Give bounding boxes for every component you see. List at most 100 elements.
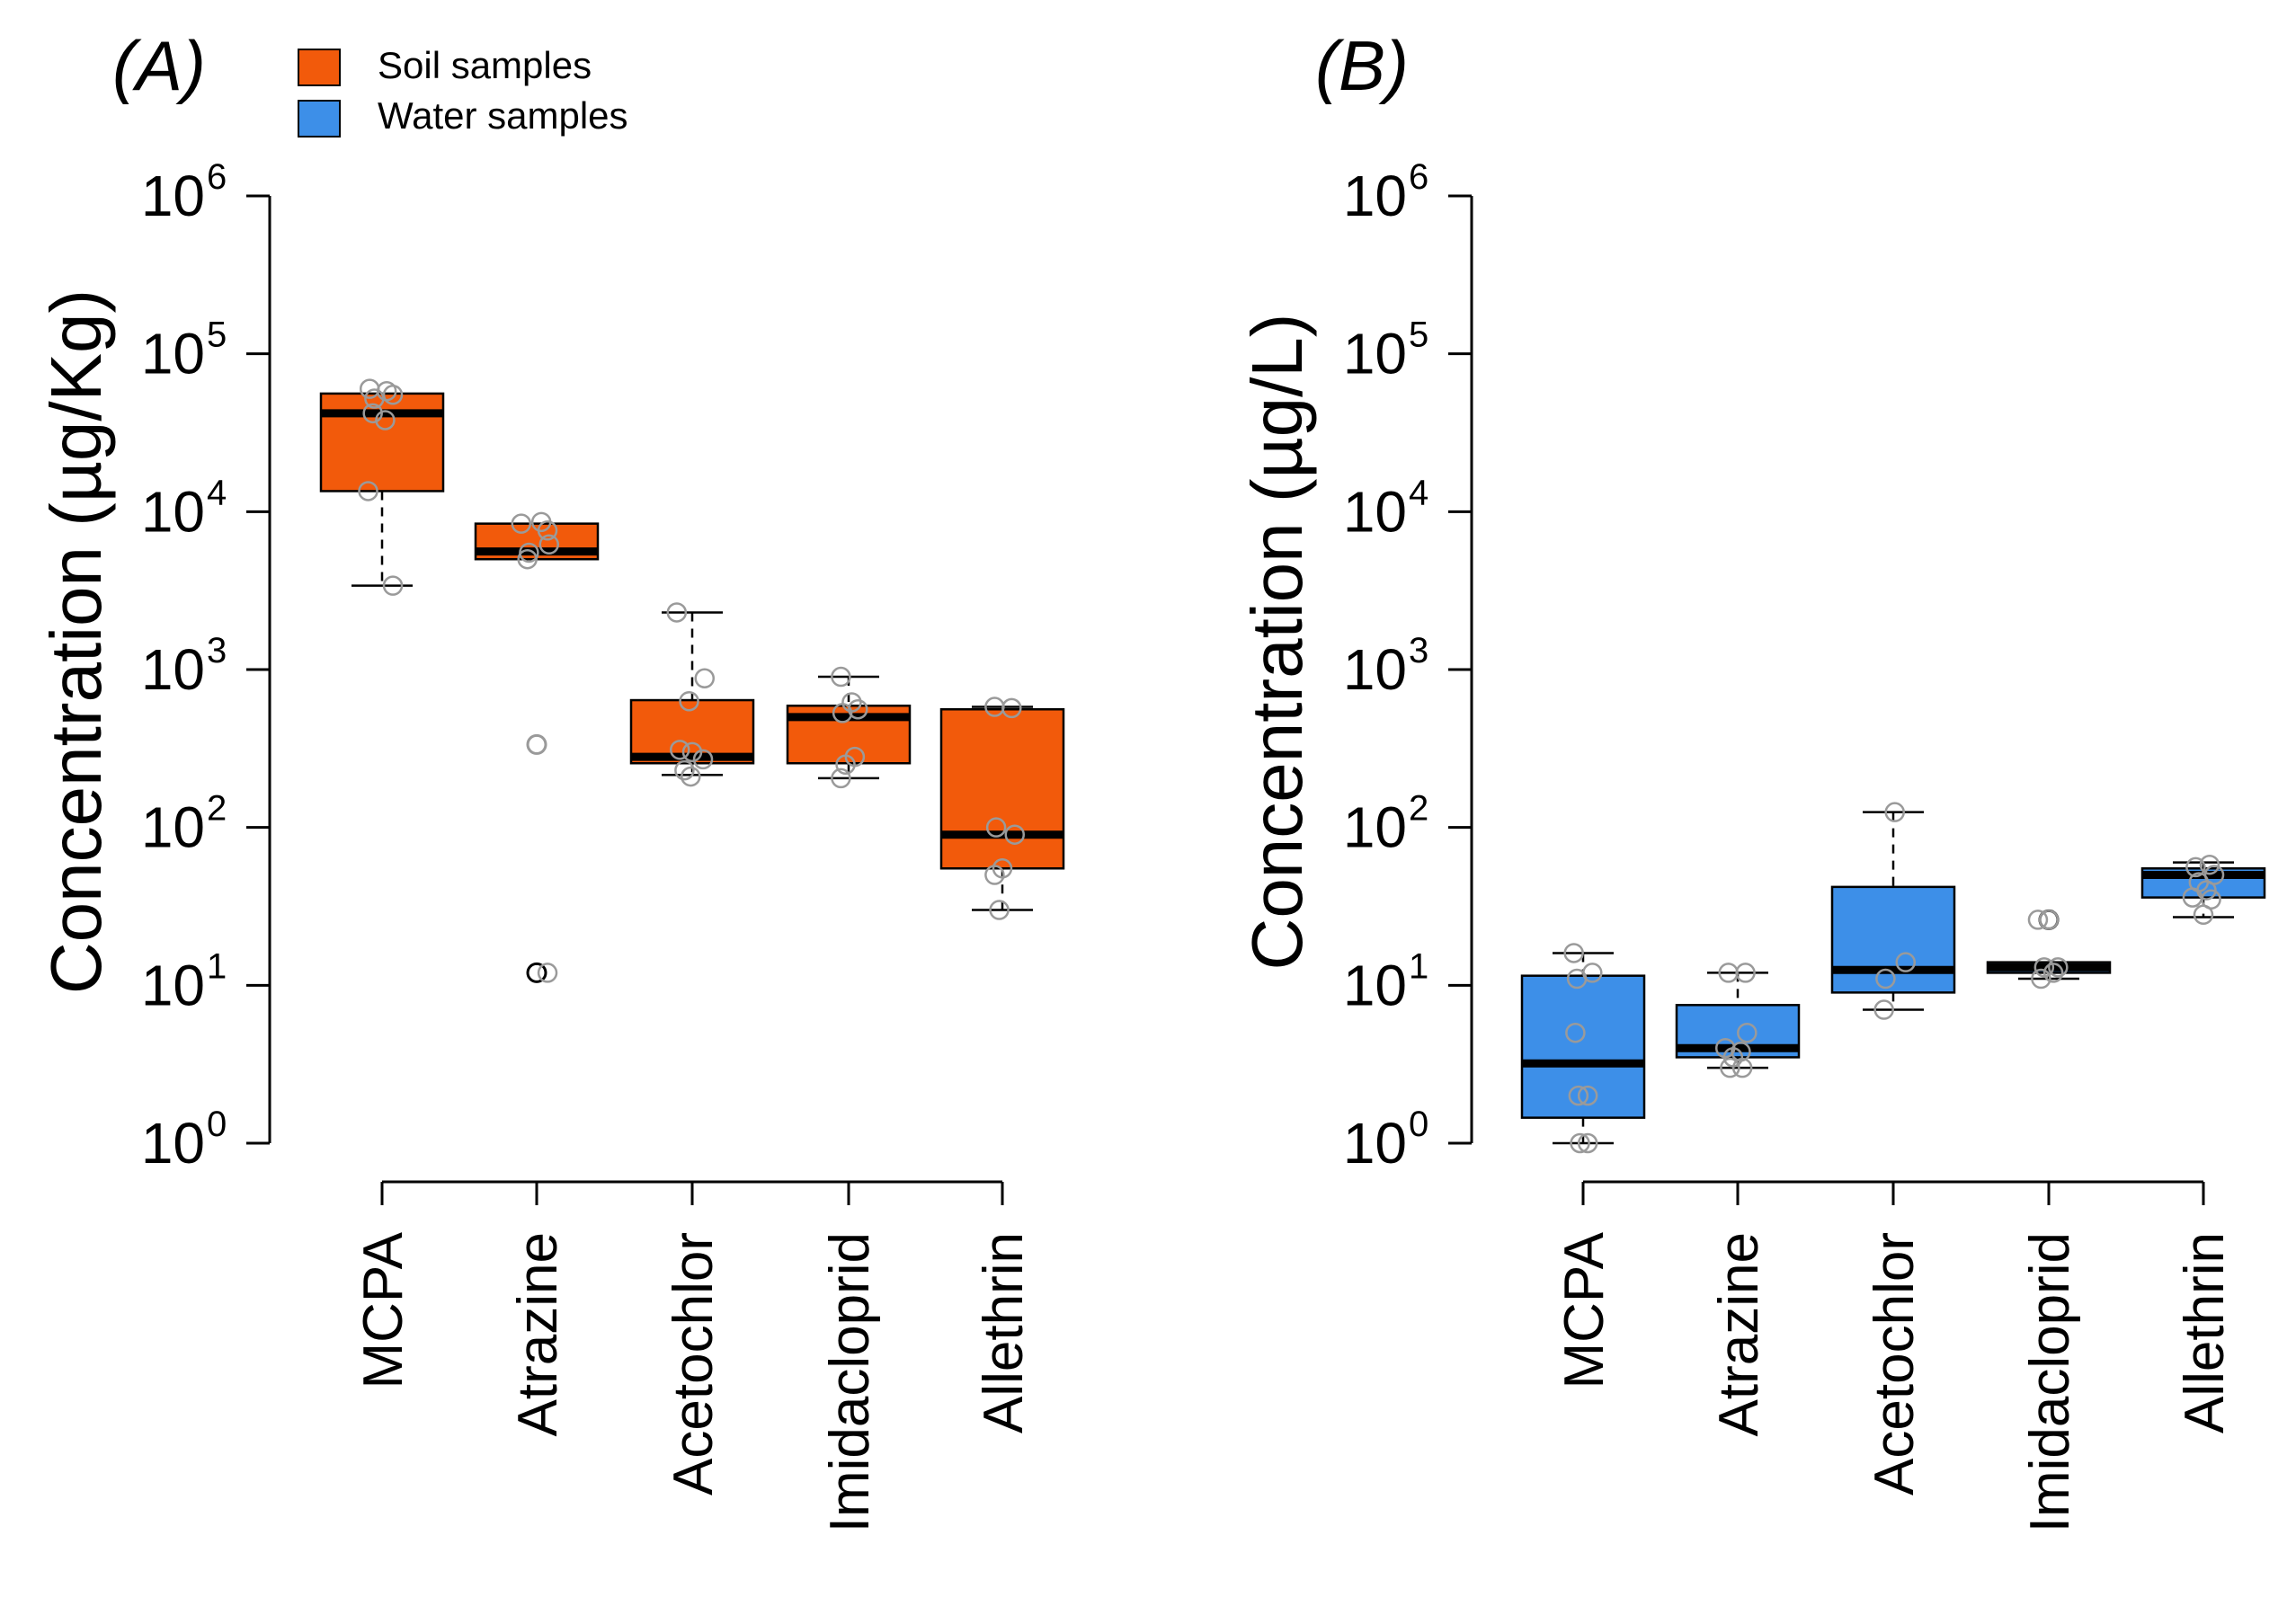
sample-point bbox=[358, 481, 378, 501]
x-tick-label: MCPA bbox=[1553, 1231, 1615, 1389]
x-tick-label: MCPA bbox=[352, 1231, 414, 1389]
sample-point bbox=[669, 740, 690, 760]
sample-point bbox=[1568, 1085, 1589, 1106]
legend-item-soil: Soil samples bbox=[298, 44, 592, 86]
y-tick-exponent: 2 bbox=[207, 789, 227, 829]
outlier-point bbox=[526, 962, 547, 983]
legend-swatch-water bbox=[298, 100, 341, 138]
sample-point bbox=[985, 817, 1007, 838]
sample-point bbox=[2193, 904, 2214, 926]
y-tick-label: 10 bbox=[1343, 1111, 1407, 1176]
y-tick-exponent: 1 bbox=[207, 946, 227, 986]
sample-point bbox=[1895, 952, 1917, 972]
x-tick-label: Acetochlor bbox=[1864, 1232, 1926, 1495]
sample-point bbox=[537, 520, 558, 541]
sample-point bbox=[2031, 968, 2051, 989]
sample-point bbox=[1737, 1022, 1758, 1043]
y-tick-exponent: 1 bbox=[1409, 946, 1428, 986]
sample-point bbox=[666, 602, 688, 623]
y-tick-exponent: 3 bbox=[207, 631, 227, 670]
sample-point bbox=[848, 698, 868, 720]
legend-item-water: Water samples bbox=[298, 94, 628, 138]
y-tick-label: 10 bbox=[1343, 795, 1407, 860]
y-axis-label-a: Concentration (µg/Kg) bbox=[36, 289, 116, 994]
sample-point bbox=[674, 759, 695, 781]
y-tick-label: 10 bbox=[141, 795, 205, 860]
sample-point bbox=[694, 668, 716, 689]
sample-point bbox=[2042, 963, 2064, 983]
box bbox=[1520, 974, 1646, 1119]
x-tick-label: Acetochlor bbox=[663, 1232, 725, 1495]
sample-point bbox=[1873, 999, 1894, 1020]
y-tick-label: 10 bbox=[141, 479, 205, 544]
sample-point bbox=[2038, 910, 2060, 930]
sample-point bbox=[832, 703, 853, 723]
y-tick-exponent: 6 bbox=[1409, 157, 1428, 197]
sample-point bbox=[382, 385, 404, 405]
x-tick-label: Imidacloprid bbox=[2019, 1232, 2081, 1532]
y-tick-exponent: 3 bbox=[1409, 631, 1428, 670]
sample-point bbox=[681, 741, 703, 763]
sample-point bbox=[1731, 1041, 1751, 1062]
sample-point bbox=[1577, 1132, 1598, 1154]
legend-label-water: Water samples bbox=[378, 94, 628, 137]
y-tick-exponent: 5 bbox=[207, 315, 227, 355]
x-tick-label: Allethrin bbox=[973, 1232, 1035, 1433]
points-a bbox=[358, 378, 1026, 983]
panel-label-a: (A) bbox=[112, 26, 206, 105]
y-tick-exponent: 0 bbox=[1409, 1105, 1428, 1144]
sample-point bbox=[1884, 802, 1905, 822]
y-tick-label: 10 bbox=[1343, 479, 1407, 544]
x-tick-label: Allethrin bbox=[2174, 1232, 2236, 1433]
y-tick-label: 10 bbox=[141, 1111, 205, 1176]
sample-point bbox=[375, 410, 396, 430]
sample-point bbox=[984, 865, 1005, 885]
legend-label-soil: Soil samples bbox=[378, 44, 592, 86]
sample-point bbox=[2048, 957, 2069, 978]
y-tick-label: 10 bbox=[141, 164, 205, 228]
sample-point bbox=[1570, 1132, 1590, 1154]
box bbox=[319, 392, 445, 493]
sample-point bbox=[679, 690, 699, 712]
sample-point bbox=[835, 754, 856, 776]
sample-point bbox=[1001, 697, 1022, 719]
sample-point bbox=[2199, 854, 2220, 875]
y-tick-exponent: 2 bbox=[1409, 789, 1428, 829]
sample-point bbox=[2027, 910, 2049, 930]
sample-point bbox=[364, 388, 385, 409]
y-tick-label: 10 bbox=[141, 322, 205, 386]
y-tick-label: 10 bbox=[141, 637, 205, 702]
sample-point bbox=[537, 963, 558, 983]
sample-point bbox=[692, 749, 714, 770]
y-tick-label: 10 bbox=[1343, 637, 1407, 702]
legend-swatch-soil bbox=[298, 49, 341, 86]
sample-point bbox=[1565, 1022, 1586, 1043]
sample-point bbox=[1577, 1085, 1598, 1106]
sample-point bbox=[511, 513, 532, 534]
y-tick-exponent: 0 bbox=[207, 1105, 227, 1144]
x-tick-label: Atrazine bbox=[507, 1232, 569, 1436]
y-tick-exponent: 4 bbox=[207, 473, 227, 512]
box bbox=[939, 707, 1065, 870]
x-tick-label: Atrazine bbox=[1708, 1232, 1770, 1436]
boxes-b bbox=[1520, 811, 2266, 1145]
sample-point bbox=[1875, 968, 1896, 989]
y-tick-exponent: 4 bbox=[1409, 473, 1428, 512]
sample-point bbox=[382, 575, 404, 596]
legend: Soil samples Water samples bbox=[298, 44, 628, 138]
y-tick-label: 10 bbox=[1343, 164, 1407, 228]
y-tick-label: 10 bbox=[1343, 953, 1407, 1017]
x-axis-a: MCPA Atrazine Acetochlor Imidacloprid Alleth… bbox=[352, 1180, 1035, 1532]
sample-point bbox=[1563, 943, 1584, 963]
y-axis-label-b: Concentration (µg/L) bbox=[1237, 314, 1317, 971]
sample-point bbox=[989, 900, 1010, 920]
sample-point bbox=[831, 768, 851, 789]
y-tick-exponent: 5 bbox=[1409, 315, 1428, 355]
sample-point bbox=[362, 403, 383, 424]
sample-point bbox=[1004, 824, 1026, 845]
